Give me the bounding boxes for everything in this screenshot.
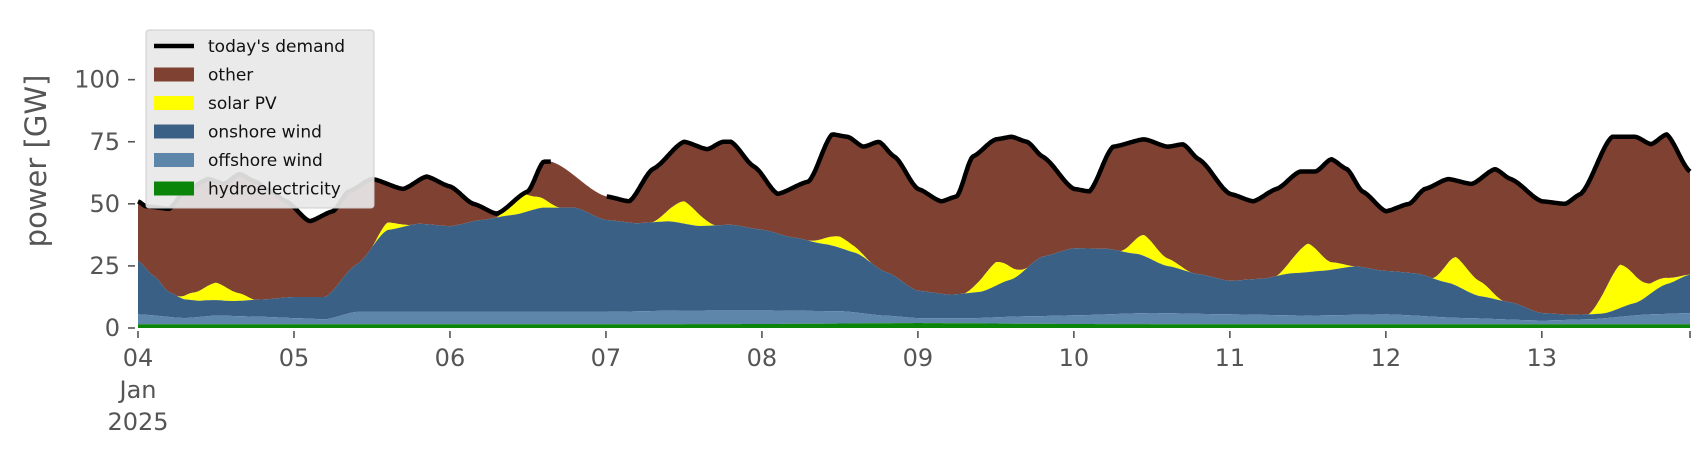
legend: today's demand other solar PV onshore wind o… xyxy=(145,29,375,209)
area-onshore-wind xyxy=(138,207,1690,321)
legend-box xyxy=(145,29,375,209)
y-tick-label: 75 xyxy=(89,128,120,156)
plot-area xyxy=(137,132,1692,328)
x-tick-label: 07 xyxy=(591,344,622,372)
y-tick-label: 25 xyxy=(89,252,120,280)
x-tick-label: 11 xyxy=(1215,344,1246,372)
legend-label-solar-pv: solar PV xyxy=(208,94,277,114)
x-tick-label: 09 xyxy=(903,344,934,372)
x-tick-label: 04 xyxy=(123,344,154,372)
legend-swatch-other xyxy=(154,67,194,82)
x-tick-label: 08 xyxy=(747,344,778,372)
area-offshore-wind xyxy=(138,310,1690,325)
y-tick-label: 0 xyxy=(105,314,120,342)
legend-swatch-offshore-wind xyxy=(154,153,194,167)
legend-label-hydroelectricity: hydroelectricity xyxy=(208,180,341,200)
legend-swatch-hydroelectricity xyxy=(154,181,194,196)
legend-swatch-onshore-wind xyxy=(154,124,194,139)
legend-swatch-solar-pv xyxy=(154,96,194,110)
legend-label-offshore-wind: offshore wind xyxy=(208,151,323,171)
x-tick-year-label: 2025 xyxy=(107,408,168,436)
legend-label-onshore-wind: onshore wind xyxy=(208,123,322,143)
x-tick-label: 05 xyxy=(279,344,310,372)
legend-label-other: other xyxy=(208,66,253,86)
y-tick-label: 50 xyxy=(89,190,120,218)
x-tick-label: 12 xyxy=(1371,344,1402,372)
axes: 0 25 50 75 100 04 Jan 2025 05 06 07 08 09 10 11 12 13 xyxy=(74,66,1691,436)
area-other xyxy=(138,134,1690,315)
x-tick-label: 13 xyxy=(1527,344,1558,372)
x-tick-label: 06 xyxy=(435,344,466,372)
y-axis-title: power [GW] xyxy=(19,75,53,248)
area-hydroelectricity xyxy=(138,323,1690,328)
x-tick-month-label: Jan xyxy=(118,376,157,404)
x-tick-label: 10 xyxy=(1059,344,1090,372)
y-tick-label: 100 xyxy=(74,66,120,94)
legend-label-today-s-demand: today's demand xyxy=(208,37,345,57)
